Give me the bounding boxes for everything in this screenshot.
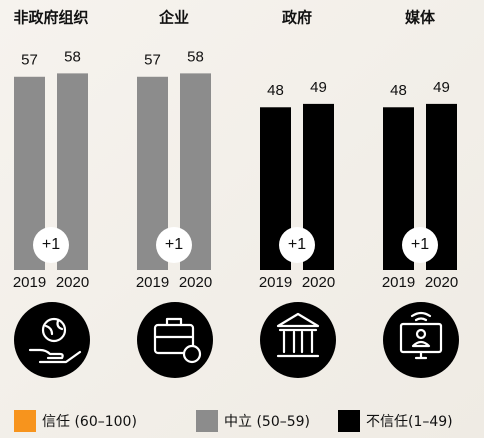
- change-label: +1: [165, 236, 183, 253]
- value-label: 57: [21, 52, 38, 69]
- value-label: 57: [144, 52, 161, 69]
- x-tick-label: 2020: [179, 274, 212, 291]
- legend-label: 不信任(1–49): [366, 414, 453, 430]
- group-title: 企业: [158, 9, 189, 27]
- icons: [14, 302, 459, 378]
- icon-government: [260, 302, 336, 378]
- x-tick-label: 2019: [136, 274, 169, 291]
- change-badge: [279, 227, 315, 263]
- icon-business: [137, 302, 213, 378]
- value-label: 49: [310, 79, 327, 96]
- change-label: +1: [288, 236, 306, 253]
- change-badge: [156, 227, 192, 263]
- legend-label: 信任 (60–100): [42, 414, 137, 430]
- legend-swatch: [14, 410, 36, 432]
- x-tick-label: 2019: [13, 274, 46, 291]
- icon-media: [383, 302, 459, 378]
- legend-label: 中立 (50–59): [224, 414, 310, 430]
- change-badge: [402, 227, 438, 263]
- group-title: 政府: [282, 9, 312, 27]
- legend-swatch: [338, 410, 360, 432]
- change-badge: [33, 227, 69, 263]
- value-label: 58: [64, 48, 81, 65]
- value-label: 48: [267, 82, 284, 99]
- x-tick-label: 2019: [259, 274, 292, 291]
- group-title: 媒体: [405, 9, 436, 27]
- change-label: +1: [42, 236, 60, 253]
- x-tick-label: 2020: [425, 274, 458, 291]
- x-tick-label: 2019: [382, 274, 415, 291]
- value-label: 48: [390, 82, 407, 99]
- x-tick-label: 2020: [302, 274, 335, 291]
- x-tick-label: 2020: [56, 274, 89, 291]
- value-label: 58: [187, 48, 204, 65]
- value-label: 49: [433, 79, 450, 96]
- legend-swatch: [196, 410, 218, 432]
- group-title: 非政府组织: [13, 9, 88, 27]
- change-label: +1: [411, 236, 429, 253]
